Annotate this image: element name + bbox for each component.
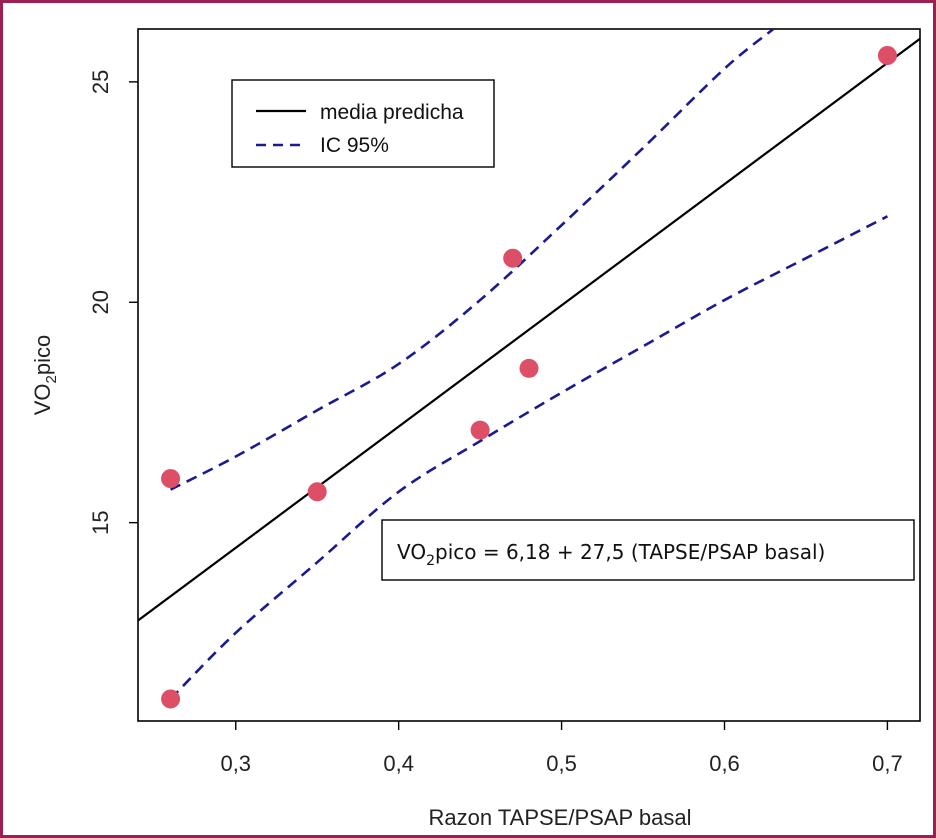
fit-line-layer <box>138 37 920 622</box>
x-tick-label: 0,6 <box>709 751 740 776</box>
x-tick-label: 0,5 <box>546 751 577 776</box>
data-point <box>470 420 490 440</box>
ci-upper-line <box>169 29 775 491</box>
legend-box <box>231 79 495 168</box>
data-point <box>503 248 523 268</box>
data-point <box>307 482 327 502</box>
equation-text: VO2pico = 6,18 + 27,5 (TAPSE/PSAP basal) <box>397 540 825 569</box>
data-points-layer <box>161 45 897 709</box>
x-axis: 0,3 0,4 0,5 0,6 0,7 <box>220 721 903 776</box>
y-tick-label: 25 <box>88 70 113 94</box>
x-tick-label: 0,4 <box>383 751 414 776</box>
x-tick-label: 0,7 <box>872 751 903 776</box>
x-tick-label: 0,3 <box>220 751 251 776</box>
y-axis: 15 20 25 <box>88 70 138 535</box>
legend-label-ci: IC 95% <box>320 134 389 157</box>
equation-annotation: VO2pico = 6,18 + 27,5 (TAPSE/PSAP basal) <box>381 519 915 581</box>
y-axis-label: VO2pico <box>30 335 60 416</box>
legend-label-fit: media predicha <box>320 101 464 124</box>
data-point <box>161 689 181 709</box>
ci-lower-line <box>169 215 889 700</box>
y-tick-label: 15 <box>88 510 113 534</box>
legend: media predicha IC 95% <box>231 79 495 168</box>
y-tick-label: 20 <box>88 290 113 314</box>
data-point <box>877 45 897 65</box>
equation-box <box>381 519 915 581</box>
confidence-interval-layer <box>169 29 889 700</box>
data-point <box>519 358 539 378</box>
x-axis-label: Razon TAPSE/PSAP basal <box>429 805 692 830</box>
data-point <box>161 469 181 489</box>
plot-area-border <box>137 28 921 722</box>
fit-line <box>138 37 920 622</box>
